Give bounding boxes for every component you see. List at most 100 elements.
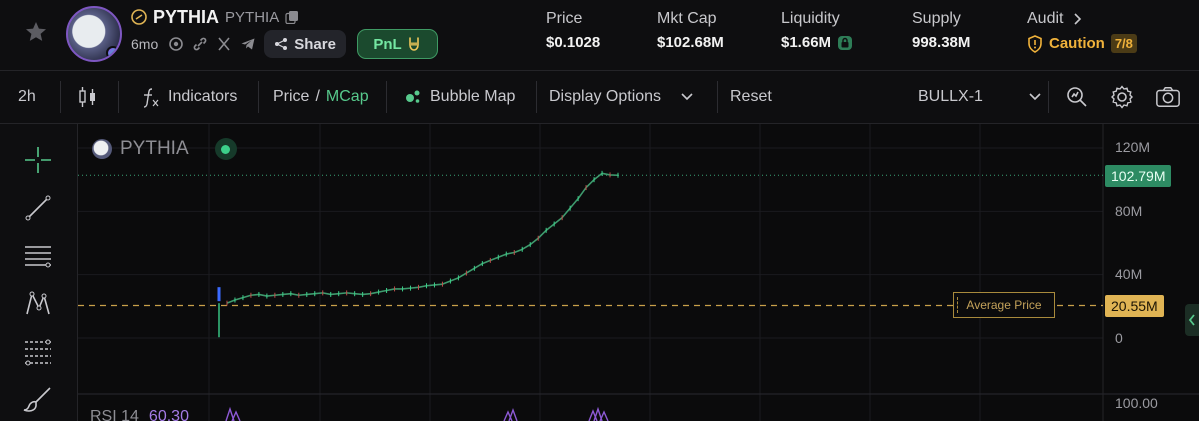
rsi-name: RSI 14 — [90, 408, 139, 421]
solana-chain-icon — [106, 46, 120, 60]
rsi-axis-label: 100.00 — [1115, 395, 1158, 411]
pnl-label: PnL — [373, 35, 402, 53]
price-chart[interactable]: PYTHIA 120M 80M 40M 0 100.00 102.79M 20.… — [78, 124, 1199, 421]
chart-canvas[interactable] — [78, 124, 1199, 421]
y-axis-label: 80M — [1115, 203, 1143, 219]
toolbar-separator — [1048, 81, 1049, 113]
token-meta-row: 6mo Share — [131, 30, 346, 58]
stat-liquidity-label: Liquidity — [781, 10, 840, 27]
launch-marker — [217, 287, 221, 302]
bullx-selector[interactable]: BULLX-1 — [918, 85, 1041, 109]
verified-badge-icon — [131, 9, 147, 25]
audit-label: Audit — [1027, 10, 1064, 27]
price-mcap-toggle[interactable]: Price / MCap — [273, 85, 369, 109]
favorite-star-icon[interactable] — [24, 20, 48, 44]
stat-supply-label: Supply — [912, 10, 961, 27]
x-twitter-icon[interactable] — [216, 36, 232, 52]
chart-toolbar: 2h Indicators Price / MCap Bubble Map Di… — [0, 71, 1199, 123]
current-mcap-tag: 102.79M — [1105, 165, 1172, 187]
pattern-tool-icon[interactable] — [22, 288, 54, 320]
liquidity-lock-icon — [838, 35, 853, 50]
shield-warning-icon — [1028, 34, 1042, 53]
toolbar-separator — [717, 81, 718, 113]
share-label: Share — [294, 35, 336, 53]
candlestick-icon[interactable] — [75, 84, 101, 110]
mcap-series-line — [226, 172, 619, 304]
bubble-map-label: Bubble Map — [430, 88, 516, 105]
token-name: PYTHIA — [153, 6, 220, 27]
display-options-label: Display Options — [549, 88, 662, 105]
rsi-line-segment — [593, 406, 603, 421]
tools-divider — [77, 124, 78, 421]
camera-icon[interactable] — [1155, 84, 1181, 110]
indicators-label: Indicators — [168, 88, 238, 105]
stat-mkt-cap: Mkt Cap $102.68M — [657, 10, 724, 51]
stat-price-label: Price — [546, 10, 583, 27]
token-header: PYTHIA PYTHIA 6mo Share PnL — [0, 0, 1199, 70]
mcap-option[interactable]: MCap — [325, 88, 369, 105]
rsi-value: 60.30 — [148, 408, 189, 421]
stat-supply-value: 998.38M — [912, 34, 971, 51]
legend-token-name: PYTHIA — [120, 138, 189, 159]
crosshair-icon[interactable] — [22, 144, 54, 176]
stat-liquidity-value: $1.66M — [781, 34, 832, 51]
toolbar-divider — [0, 123, 1199, 124]
copy-icon[interactable] — [285, 10, 299, 24]
bullx-label: BULLX-1 — [918, 88, 983, 105]
bubble-map-button[interactable]: Bubble Map — [404, 85, 515, 109]
display-options-dropdown[interactable]: Display Options — [549, 85, 693, 109]
token-title-row: PYTHIA PYTHIA — [131, 6, 299, 28]
audit-panel[interactable]: Audit Caution 7/8 — [1027, 10, 1137, 53]
stat-supply: Supply 998.38M — [912, 10, 970, 51]
chevron-down-icon — [681, 93, 693, 101]
toolbar-separator — [536, 81, 537, 113]
search-address-icon[interactable] — [168, 36, 184, 52]
reset-label: Reset — [730, 88, 772, 105]
chevron-down-icon — [1029, 93, 1041, 101]
collapse-panel-tab[interactable] — [1185, 304, 1199, 336]
audit-score: 7/8 — [1110, 34, 1137, 53]
price-mcap-divider: / — [315, 88, 320, 105]
trend-line-icon[interactable] — [22, 192, 54, 224]
toolbar-separator — [386, 81, 387, 113]
pnl-button[interactable]: PnL — [357, 29, 438, 59]
brush-icon[interactable] — [22, 384, 54, 416]
token-age: 6mo — [131, 36, 159, 52]
token-avatar[interactable] — [66, 6, 122, 62]
rsi-line-segment — [231, 410, 241, 421]
drawing-toolbar — [0, 124, 77, 421]
toolbar-separator — [60, 81, 61, 113]
bubble-map-icon — [406, 90, 420, 103]
price-option[interactable]: Price — [273, 88, 310, 105]
horizontal-lines-icon[interactable] — [22, 240, 54, 272]
interval-label: 2h — [18, 88, 36, 105]
chevron-right-icon — [1074, 13, 1082, 25]
reset-button[interactable]: Reset — [730, 85, 772, 109]
chart-legend: PYTHIA — [92, 138, 237, 160]
stat-mkt-cap-value: $102.68M — [657, 34, 724, 51]
y-axis-label: 120M — [1115, 139, 1151, 155]
interval-selector[interactable]: 2h — [18, 85, 36, 109]
share-icon — [275, 38, 288, 50]
average-price-tag: 20.55M — [1105, 295, 1164, 317]
telegram-icon[interactable] — [240, 36, 256, 52]
gear-icon[interactable] — [1109, 84, 1135, 110]
token-symbol: PYTHIA — [225, 8, 280, 26]
live-status-icon[interactable] — [214, 138, 237, 160]
stat-price-value: $0.1028 — [546, 34, 601, 51]
rock-hand-icon — [408, 37, 419, 51]
share-button[interactable]: Share — [264, 30, 346, 58]
stat-mkt-cap-label: Mkt Cap — [657, 10, 717, 27]
link-icon[interactable] — [192, 36, 208, 52]
stat-liquidity: Liquidity $1.66M — [781, 10, 853, 51]
indicators-button[interactable]: Indicators — [140, 85, 237, 109]
legend-token-avatar — [92, 139, 112, 159]
search-chart-icon[interactable] — [1064, 84, 1090, 110]
fib-retracement-icon[interactable] — [22, 336, 54, 368]
function-fx-icon — [143, 88, 159, 108]
header-divider — [0, 70, 1199, 71]
toolbar-separator — [118, 81, 119, 113]
chevron-left-icon — [1188, 314, 1195, 326]
average-price-label: Average Price — [953, 292, 1055, 318]
rsi-line-segment — [599, 410, 609, 421]
